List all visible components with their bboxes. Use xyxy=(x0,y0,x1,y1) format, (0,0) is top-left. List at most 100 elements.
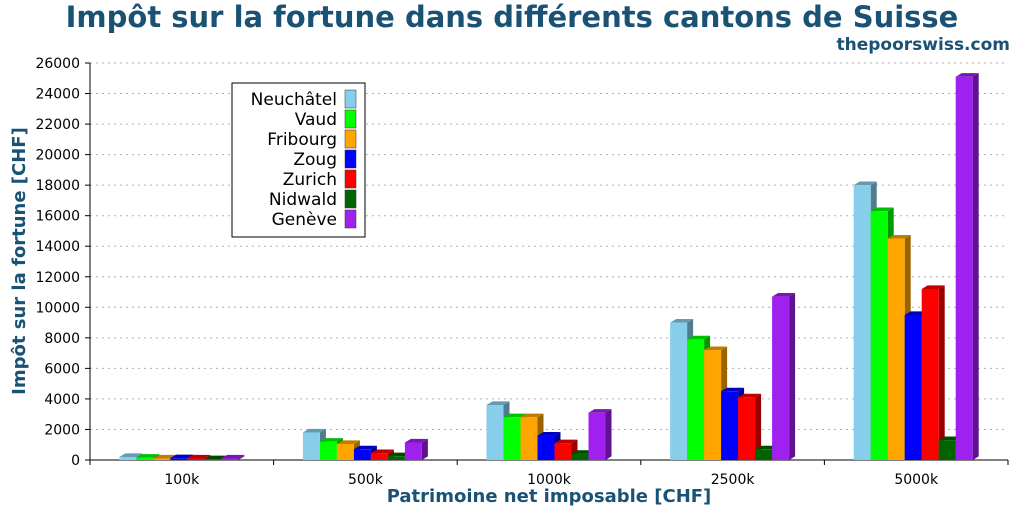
y-axis-title: Impôt sur la fortune [CHF] xyxy=(9,127,30,395)
x-tick-label: 500k xyxy=(348,472,384,488)
bar xyxy=(537,435,555,460)
legend-label: Fribourg xyxy=(267,130,337,150)
bar xyxy=(571,453,589,460)
bar xyxy=(554,443,572,460)
bar xyxy=(153,458,171,460)
x-tick-label: 100k xyxy=(164,472,200,488)
bar xyxy=(503,417,521,460)
bar-top xyxy=(221,454,245,459)
bar xyxy=(370,453,388,460)
bar xyxy=(921,288,939,460)
bar xyxy=(772,296,790,460)
bar-side xyxy=(421,438,428,460)
bar xyxy=(687,339,705,460)
bar-top xyxy=(537,431,561,436)
legend-label: Zoug xyxy=(293,150,337,170)
bar-side xyxy=(755,393,762,460)
y-tick-label: 20000 xyxy=(35,148,80,164)
bar xyxy=(704,350,722,460)
bar-top xyxy=(353,445,377,450)
legend-swatch xyxy=(344,209,357,229)
legend-label: Neuchâtel xyxy=(251,90,337,110)
bar-side xyxy=(789,293,796,460)
bar xyxy=(670,322,688,460)
bar-side xyxy=(238,454,245,460)
y-tick-label: 12000 xyxy=(35,270,80,286)
bar-top xyxy=(721,387,745,392)
bar xyxy=(353,449,371,460)
legend-swatch xyxy=(344,89,357,109)
x-tick-label: 1000k xyxy=(527,472,572,488)
y-tick-label: 14000 xyxy=(35,239,80,255)
y-tick-label: 24000 xyxy=(35,87,80,103)
bar xyxy=(170,458,188,460)
bars xyxy=(119,73,979,461)
bar xyxy=(870,211,888,460)
bar-top xyxy=(955,73,979,77)
bar xyxy=(721,391,739,460)
bar-top xyxy=(853,181,877,186)
bar xyxy=(204,459,222,460)
bar-top xyxy=(302,428,326,433)
bar-top xyxy=(887,234,911,239)
y-tick-label: 0 xyxy=(71,453,80,469)
y-tick-label: 2000 xyxy=(44,422,80,438)
bar-top xyxy=(153,454,177,459)
bar-side xyxy=(938,285,945,460)
bar-top xyxy=(319,438,343,442)
bar xyxy=(187,458,205,460)
bar xyxy=(486,405,504,460)
bar-top xyxy=(687,335,711,340)
bar xyxy=(221,458,239,460)
legend-swatch xyxy=(344,189,357,209)
bar-top xyxy=(136,454,160,458)
bar-top xyxy=(336,440,360,444)
bar-top xyxy=(670,318,694,323)
bar xyxy=(119,456,137,460)
bar xyxy=(136,457,154,460)
x-tick-label: 5000k xyxy=(894,472,939,488)
bar-top xyxy=(119,453,143,457)
bar xyxy=(904,314,922,460)
legend-label: Vaud xyxy=(295,110,337,130)
bar-top xyxy=(486,401,510,406)
chart-title: Impôt sur la fortune dans différents can… xyxy=(65,0,959,34)
bar-side xyxy=(605,409,612,460)
source-label: thepoorswiss.com xyxy=(836,35,1011,55)
bar-side xyxy=(972,73,979,461)
bar xyxy=(336,443,354,460)
bar xyxy=(738,397,756,460)
bar xyxy=(520,417,538,460)
legend-box xyxy=(231,82,366,238)
bar-top xyxy=(704,346,728,351)
legend-swatch xyxy=(344,129,357,149)
bar xyxy=(853,185,871,460)
legend-swatch xyxy=(344,149,357,169)
bar xyxy=(887,238,905,460)
bar-top xyxy=(738,393,762,398)
bar-top xyxy=(520,413,544,418)
y-tick-label: 16000 xyxy=(35,209,80,225)
bar-top xyxy=(772,293,796,297)
bar xyxy=(938,440,956,460)
legend-swatch xyxy=(344,109,357,129)
bar xyxy=(755,449,773,460)
y-tick-label: 22000 xyxy=(35,117,80,133)
bar xyxy=(404,442,422,460)
bar-top xyxy=(921,285,945,289)
y-tick-label: 8000 xyxy=(44,331,80,347)
y-tick-label: 26000 xyxy=(35,56,80,72)
bar-top xyxy=(370,449,394,454)
bar xyxy=(588,412,606,460)
legend: NeuchâtelVaudFribourgZougZurichNidwaldGe… xyxy=(231,82,366,238)
bar-top xyxy=(554,439,578,444)
bar-top xyxy=(170,454,194,459)
bar xyxy=(955,76,973,460)
bar xyxy=(387,456,405,460)
legend-label: Genève xyxy=(272,210,337,230)
x-tick-label: 2500k xyxy=(711,472,756,488)
x-axis-title: Patrimoine net imposable [CHF] xyxy=(387,486,712,507)
legend-label: Zurich xyxy=(283,170,337,190)
bar-top xyxy=(588,409,612,413)
